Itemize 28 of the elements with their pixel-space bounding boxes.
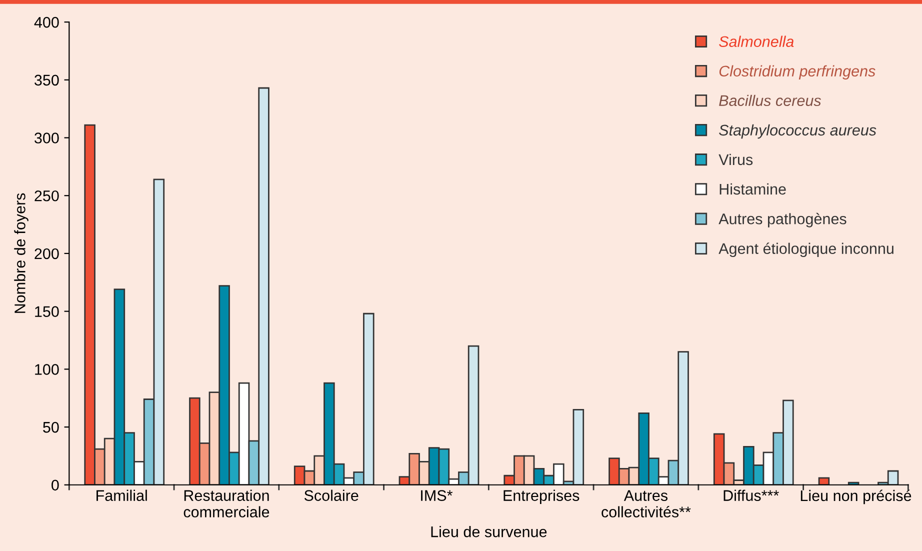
- x-tick-label: IMS*: [421, 490, 453, 501]
- x-axis-title: Lieu de survenue: [431, 526, 547, 538]
- legend-label: Bacillus cereus: [719, 94, 822, 106]
- legend-label: Histamine: [720, 183, 786, 195]
- legend-label: Salmonella: [719, 36, 794, 48]
- y-axis-title: Nombre de foyers: [14, 193, 28, 313]
- y-tick-label: 300: [34, 132, 59, 144]
- x-tick-label: Autres collectivités**: [602, 490, 691, 518]
- x-tick-label: Diffus***: [724, 490, 779, 501]
- legend-label: Virus: [718, 154, 753, 166]
- legend-label: Staphylococcus aureus: [719, 124, 876, 139]
- bar: [818, 477, 830, 485]
- x-tick-label: Lieu non précisé: [800, 490, 912, 504]
- x-tick-label: Scolaire: [304, 490, 358, 501]
- x-tick-label: Familial: [96, 490, 147, 501]
- legend-label: Agent étiologique inconnu: [718, 242, 894, 258]
- y-tick-label: 0: [52, 480, 59, 491]
- y-tick-label: 100: [35, 364, 59, 375]
- x-tick-label: Restauration commerciale: [184, 490, 270, 518]
- y-tick-label: 50: [43, 422, 59, 433]
- y-tick-label: 400: [34, 16, 59, 28]
- y-tick-label: 200: [34, 248, 59, 260]
- y-tick-label: 350: [34, 74, 59, 86]
- y-tick-label: 250: [34, 190, 59, 202]
- legend-label: Clostridium perfringens: [719, 65, 876, 80]
- y-tick-label: 150: [35, 306, 59, 317]
- legend-label: Autres pathogènes: [718, 212, 846, 228]
- x-tick-label: Entreprises: [504, 490, 580, 504]
